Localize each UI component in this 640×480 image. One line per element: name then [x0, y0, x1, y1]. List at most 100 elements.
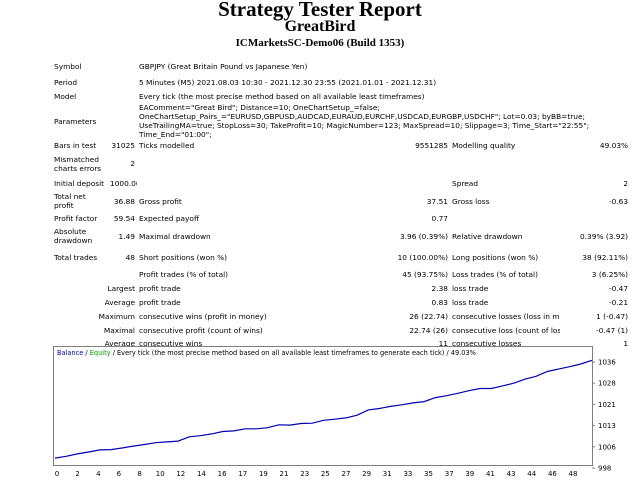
deposit-value: 1000.00	[110, 178, 137, 188]
row-drawdown: Absolute drawdown 1.49 Maximal drawdown …	[52, 225, 630, 247]
y-axis-ticks: 1036 1028 1021 1013 1006 998	[592, 359, 616, 473]
long-label: Long positions (won %)	[452, 252, 539, 262]
model-label: Model	[54, 91, 77, 101]
legend-equity: Equity	[89, 349, 111, 357]
y-tick-label: 1013	[598, 422, 616, 430]
average-profit-value: 0.83	[431, 297, 448, 307]
row-period: Period 5 Minutes (M5) 2021.08.03 10:30 -…	[52, 75, 630, 89]
spread-value: 2	[623, 178, 629, 188]
average-profit-label: profit trade	[139, 297, 181, 307]
symbol-value: GBPJPY (Great Britain Pound vs Japanese …	[139, 61, 308, 71]
net-profit-value: 36.88	[113, 196, 135, 206]
avg-consec-wins-label: consecutive wins	[139, 339, 203, 348]
maximum-wins-value: 26 (22.74)	[409, 311, 448, 321]
profit-factor-label: Profit factor	[54, 213, 98, 223]
bars-label: Bars in test	[54, 141, 97, 150]
model-value: Every tick (the most precise method base…	[139, 91, 425, 101]
ticks-value: 9551285	[415, 141, 448, 150]
maximum-losses-label: consecutive losses (loss in money)	[452, 311, 560, 321]
x-tick-label: 23	[300, 470, 309, 478]
x-tick-label: 43	[507, 470, 516, 478]
spread-label: Spread	[452, 178, 479, 188]
x-tick-label: 41	[486, 470, 495, 478]
x-tick-label: 6	[117, 470, 122, 478]
gross-profit-value: 37.51	[426, 196, 448, 206]
x-tick-label: 39	[465, 470, 474, 478]
largest-label: Largest	[107, 283, 135, 293]
average-label: Average	[104, 297, 135, 307]
row-average-consec: Average consecutive wins 11 consecutive …	[52, 337, 630, 350]
summary-table: Symbol GBPJPY (Great Britain Pound vs Ja…	[52, 57, 630, 350]
profit-trades-label: Profit trades (% of total)	[139, 269, 229, 279]
gross-profit-label: Gross profit	[139, 196, 182, 206]
row-bars: Bars in test 31025 Ticks modelled 955128…	[52, 139, 630, 152]
period-value: 5 Minutes (M5) 2021.08.03 10:30 - 2021.1…	[139, 77, 437, 87]
x-tick-label: 17	[238, 470, 247, 478]
largest-loss-value: -0.47	[608, 283, 629, 293]
x-tick-label: 29	[362, 470, 371, 478]
row-model: Model Every tick (the most precise metho…	[52, 89, 630, 103]
avg-consec-losses-label: consecutive losses	[452, 339, 522, 348]
x-tick-label: 44	[527, 470, 536, 478]
x-tick-label: 25	[321, 470, 330, 478]
largest-profit-label: profit trade	[139, 283, 181, 293]
profit-factor-value: 59.54	[113, 213, 135, 223]
x-tick-label: 0	[55, 470, 59, 478]
x-tick-label: 4	[96, 470, 101, 478]
period-label: Period	[54, 77, 78, 87]
x-tick-label: 37	[445, 470, 454, 478]
x-tick-label: 27	[342, 470, 351, 478]
net-profit-label: Total net profit	[54, 192, 86, 210]
short-value: 10 (100.00%)	[397, 252, 448, 262]
row-net-profit: Total net profit 36.88 Gross profit 37.5…	[52, 191, 630, 211]
loss-trades-label: Loss trades (% of total)	[452, 269, 538, 279]
maximal-wins-value: 22.74 (26)	[409, 325, 448, 335]
x-tick-label: 33	[403, 470, 412, 478]
x-tick-label: 48	[569, 470, 578, 478]
maximum-losses-value: 1 (-0.47)	[596, 311, 629, 321]
parameters-label: Parameters	[54, 116, 97, 126]
row-profit-factor: Profit factor 59.54 Expected payoff 0.77	[52, 211, 630, 225]
profit-trades-value: 45 (93.75%)	[402, 269, 448, 279]
y-tick-label: 1036	[598, 359, 616, 367]
server-build: ICMarketsSC-Demo06 (Build 1353)	[235, 37, 405, 49]
row-maximum: Maximum consecutive wins (profit in mone…	[52, 309, 630, 323]
ea-name: GreatBird	[284, 18, 356, 35]
maximal-losses-label: consecutive loss (count of losses)	[452, 325, 560, 335]
row-total-trades: Total trades 48 Short positions (won %) …	[52, 247, 630, 267]
x-tick-label: 46	[548, 470, 557, 478]
abs-drawdown-value: 1.49	[118, 231, 135, 241]
y-tick-label: 998	[598, 465, 611, 473]
max-drawdown-value: 3.96 (0.39%)	[399, 231, 448, 241]
y-tick-label: 1006	[598, 443, 616, 451]
x-tick-label: 31	[383, 470, 392, 478]
mismatched-label: Mismatched charts errors	[54, 154, 102, 173]
x-tick-label: 12	[176, 470, 185, 478]
mismatched-value: 2	[130, 159, 135, 168]
symbol-label: Symbol	[54, 61, 82, 71]
gross-loss-value: -0.63	[608, 196, 629, 206]
total-trades-value: 48	[125, 252, 135, 262]
expected-payoff-label: Expected payoff	[139, 213, 200, 223]
maximum-label: Maximum	[98, 311, 135, 321]
avg-consec-losses-value: 1	[623, 339, 629, 348]
y-tick-label: 1028	[598, 380, 616, 388]
quality-label: Modelling quality	[452, 141, 516, 150]
row-average: Average profit trade 0.83 loss trade -0.…	[52, 295, 630, 309]
y-tick-label: 1021	[598, 401, 616, 409]
x-tick-label: 8	[137, 470, 141, 478]
rel-drawdown-value: 0.39% (3.92)	[580, 231, 629, 241]
deposit-label: Initial deposit	[54, 178, 105, 188]
largest-profit-value: 2.38	[431, 283, 448, 293]
long-value: 38 (92.11%)	[582, 252, 629, 262]
average-loss-label: loss trade	[452, 297, 489, 307]
short-label: Short positions (won %)	[139, 252, 228, 262]
row-profit-trades: Profit trades (% of total) 45 (93.75%) L…	[52, 267, 630, 281]
report-title: Strategy Tester Report	[218, 0, 422, 21]
x-tick-label: 19	[259, 470, 268, 478]
row-mismatched: Mismatched charts errors 2	[52, 152, 630, 175]
abs-drawdown-label: Absolute drawdown	[54, 227, 93, 245]
x-tick-label: 2	[75, 470, 79, 478]
x-tick-label: 35	[424, 470, 433, 478]
legend-sep: /	[83, 349, 90, 357]
